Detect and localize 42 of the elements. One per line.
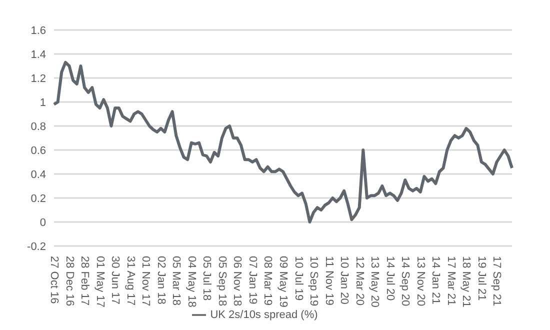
- x-tick-label: 11 Nov 19: [322, 256, 335, 306]
- x-tick-label: 13 May 20: [368, 256, 381, 308]
- y-tick-label: 0.8: [30, 120, 46, 133]
- x-tick-label: 10 Sep 19: [308, 256, 320, 306]
- y-tick-label: 0.6: [30, 144, 46, 157]
- x-tick-label: 31 Aug 17: [124, 256, 136, 306]
- x-tick-label: 18 May 21: [460, 256, 472, 308]
- x-tick-label: 08 Mar 19: [262, 256, 274, 306]
- x-tick-label: 28 Dec 16: [63, 256, 76, 306]
- x-tick-label: 01 May 17: [94, 256, 106, 308]
- x-tick-label: 12 Mar 20: [353, 256, 366, 306]
- y-tick-label: 0: [40, 216, 46, 229]
- x-tick-label: 09 May 19: [277, 256, 289, 308]
- x-tick-label: 17 Mar 21: [444, 256, 457, 306]
- line-series: [52, 60, 514, 224]
- x-tick-label: 05 Jul 18: [200, 256, 213, 301]
- x-tick-label: 17 Sep 21: [490, 256, 503, 306]
- x-tick-label: 14 Sep 20: [399, 256, 412, 306]
- x-tick-label: 10 Jul 19: [292, 256, 304, 301]
- y-tick-label: 1: [40, 96, 46, 109]
- x-tick-label: 10 Jan 20: [338, 256, 350, 304]
- x-tick-label: 05 Sep 18: [216, 256, 228, 306]
- x-tick-label: 05 Mar 18: [170, 256, 182, 306]
- x-tick-label: 30 Jun 17: [109, 256, 122, 304]
- x-tick-label: 13 Nov 20: [414, 256, 426, 306]
- x-tick-label: 14 Jan 21: [430, 256, 442, 304]
- y-tick-label: 0.4: [30, 168, 46, 181]
- y-tick-label: 1.4: [30, 48, 46, 61]
- y-tick-label: -0.2: [27, 240, 46, 253]
- x-tick-label: 06 Nov 18: [231, 256, 244, 306]
- y-tick-label: 1.6: [30, 24, 46, 37]
- x-tick-label: 04 May 18: [185, 256, 198, 308]
- y-tick-label: 1.2: [30, 72, 46, 85]
- y-tick-label: 0.2: [30, 192, 46, 205]
- x-tick-label: 02 Jan 18: [154, 256, 167, 304]
- x-tick-label: 28 Feb 17: [78, 256, 91, 306]
- x-tick-label: 07 Jan 19: [246, 256, 258, 304]
- x-tick-label: 14 Jul 20: [384, 256, 396, 301]
- x-tick-label: 19 Jul 21: [475, 256, 488, 301]
- x-tick-label: 27 Oct 16: [48, 256, 60, 304]
- legend-label: UK 2s/10s spread (%): [210, 308, 318, 321]
- x-tick-label: 01 Nov 17: [140, 256, 152, 306]
